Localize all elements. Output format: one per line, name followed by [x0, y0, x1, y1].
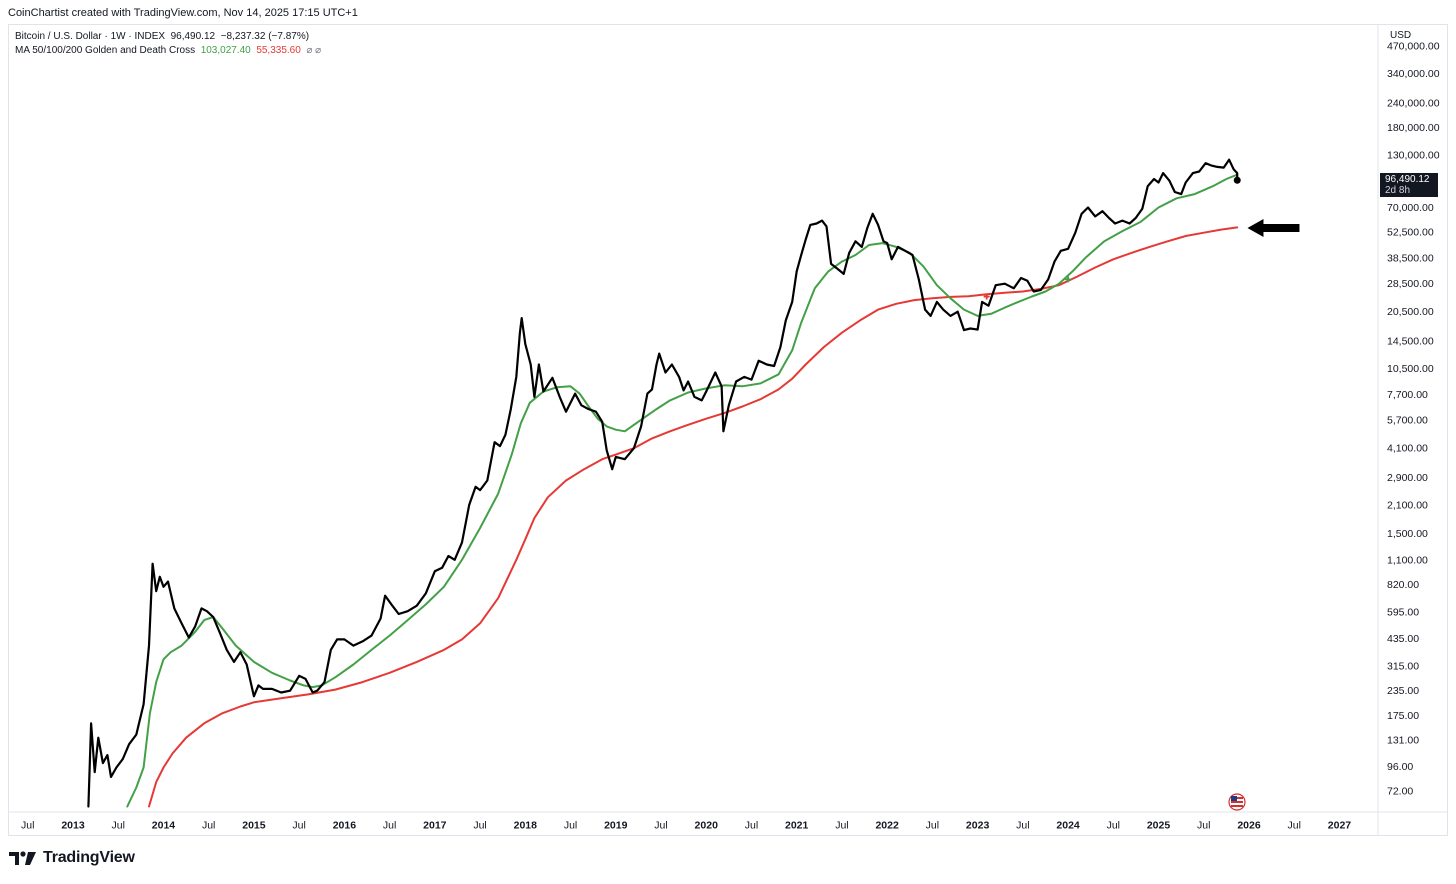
x-tick-label: Jul	[21, 820, 34, 832]
x-tick-label: Jul	[745, 820, 758, 832]
x-tick-label: Jul	[473, 820, 486, 832]
chart-grid	[8, 25, 1448, 836]
y-tick-label: 1,500.00	[1387, 528, 1428, 540]
x-tick-label: Jul	[835, 820, 848, 832]
y-tick-label: 820.00	[1387, 579, 1419, 591]
ma-fast-value: 103,027.40	[200, 45, 251, 56]
ma-50-line[interactable]	[126, 173, 1239, 808]
y-tick-label: 470,000.00	[1387, 40, 1440, 52]
chart-frame	[8, 24, 1448, 836]
annotation-arrow[interactable]	[1247, 218, 1300, 237]
ma-200-line[interactable]	[148, 226, 1239, 808]
x-tick-label: 2020	[695, 820, 719, 832]
us-flag-icon[interactable]	[1228, 793, 1246, 811]
price-line[interactable]	[87, 158, 1239, 808]
x-tick-label: 2015	[242, 820, 266, 832]
last-price: 96,490.12	[170, 31, 216, 42]
x-tick-label: 2026	[1237, 820, 1261, 832]
x-tick-label: 2017	[423, 820, 447, 832]
y-tick-label: 72.00	[1387, 786, 1413, 798]
x-tick-label: Jul	[1288, 820, 1301, 832]
x-tick-label: 2018	[514, 820, 538, 832]
tradingview-logo[interactable]: TradingView	[9, 849, 135, 867]
y-tick-label: 315.00	[1387, 660, 1419, 672]
y-tick-label: 14,500.00	[1387, 336, 1434, 348]
chart-legend: Bitcoin / U.S. Dollar · 1W · INDEX 96,49…	[15, 30, 321, 58]
y-tick-label: 5,700.00	[1387, 415, 1428, 427]
y-tick-label: 38,500.00	[1387, 253, 1434, 265]
series-layer	[87, 158, 1241, 808]
x-tick-label: Jul	[202, 820, 215, 832]
symbol-title[interactable]: Bitcoin / U.S. Dollar · 1W · INDEX	[15, 31, 166, 42]
x-tick-label: 2024	[1056, 820, 1080, 832]
last-price-label: 96,490.12 2d 8h	[1380, 173, 1438, 197]
indicator-name[interactable]: MA 50/100/200 Golden and Death Cross	[15, 45, 196, 56]
y-tick-label: 240,000.00	[1387, 97, 1440, 109]
tradingview-wordmark: TradingView	[43, 849, 135, 866]
x-tick-label: 2021	[785, 820, 809, 832]
x-tick-label: Jul	[383, 820, 396, 832]
y-tick-label: 131.00	[1387, 735, 1419, 747]
y-tick-label: 180,000.00	[1387, 122, 1440, 134]
x-tick-label: Jul	[1016, 820, 1029, 832]
y-tick-label: 130,000.00	[1387, 150, 1440, 162]
y-tick-label: 2,100.00	[1387, 499, 1428, 511]
x-tick-label: 2023	[966, 820, 990, 832]
y-tick-label: 175.00	[1387, 710, 1419, 722]
ma-slow-value: 55,335.60	[256, 45, 301, 56]
x-tick-label: Jul	[112, 820, 125, 832]
y-tick-label: 28,500.00	[1387, 278, 1434, 290]
y-tick-label: 235.00	[1387, 685, 1419, 697]
time-axis: Jul 2013 Jul 2014 Jul 2015 Jul 2016 Jul 2017 Jul 20…	[21, 820, 1351, 832]
x-tick-label: 2027	[1328, 820, 1352, 832]
bar-countdown: 2d 8h	[1385, 185, 1411, 196]
chart-attribution: CoinChartist created with TradingView.co…	[8, 7, 358, 19]
indicator-legend-row[interactable]: MA 50/100/200 Golden and Death Cross 103…	[15, 44, 321, 58]
x-tick-label: Jul	[292, 820, 305, 832]
last-price-value: 96,490.12	[1385, 174, 1430, 185]
golden-cross-marker[interactable]	[1065, 276, 1072, 283]
x-tick-label: 2019	[604, 820, 628, 832]
y-tick-label: 2,900.00	[1387, 472, 1428, 484]
y-tick-label: 7,700.00	[1387, 389, 1428, 401]
y-tick-label: 1,100.00	[1387, 554, 1428, 566]
death-cross-marker[interactable]	[983, 293, 990, 300]
x-tick-label: 2022	[875, 820, 899, 832]
x-tick-label: Jul	[1107, 820, 1120, 832]
x-tick-label: Jul	[564, 820, 577, 832]
y-tick-label: 10,500.00	[1387, 363, 1434, 375]
symbol-legend-row[interactable]: Bitcoin / U.S. Dollar · 1W · INDEX 96,49…	[15, 30, 321, 44]
currency-label[interactable]: USD	[1390, 30, 1412, 41]
y-tick-label: 435.00	[1387, 633, 1419, 645]
x-tick-label: 2016	[333, 820, 357, 832]
y-tick-label: 340,000.00	[1387, 68, 1440, 80]
y-tick-label: 70,000.00	[1387, 202, 1434, 214]
annotation-layer	[1247, 218, 1300, 237]
y-tick-label: 52,500.00	[1387, 226, 1434, 238]
x-tick-label: Jul	[1197, 820, 1210, 832]
marker-layer	[983, 276, 1072, 300]
price-axis: 470,000.00 340,000.00 240,000.00 180,000.00…	[1387, 40, 1440, 797]
price-change: −8,237.32 (−7.87%)	[220, 31, 310, 42]
x-tick-label: 2013	[61, 820, 85, 832]
x-tick-label: 2025	[1147, 820, 1171, 832]
tradingview-logo-icon	[9, 851, 36, 865]
y-tick-label: 595.00	[1387, 606, 1419, 618]
indicator-visibility-icons[interactable]: ⌀ ⌀	[306, 45, 322, 56]
x-tick-label: Jul	[926, 820, 939, 832]
y-tick-label: 96.00	[1387, 761, 1413, 773]
y-tick-label: 4,100.00	[1387, 443, 1428, 455]
x-tick-label: 2014	[152, 820, 176, 832]
x-tick-label: Jul	[654, 820, 667, 832]
y-tick-label: 20,500.00	[1387, 306, 1434, 318]
last-price-dot	[1233, 176, 1241, 184]
